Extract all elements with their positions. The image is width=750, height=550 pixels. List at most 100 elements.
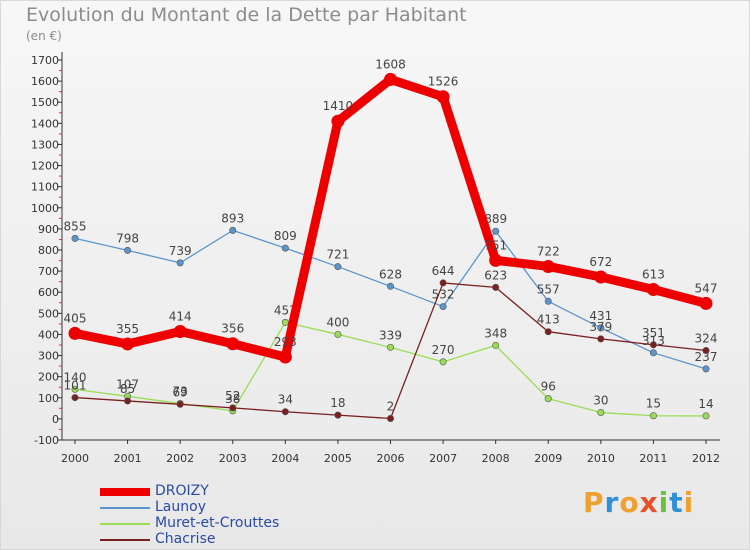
- data-point: [492, 341, 500, 349]
- data-label: 237: [695, 350, 718, 364]
- legend-label: Launoy: [155, 499, 206, 515]
- data-point: [229, 404, 237, 412]
- data-label: 672: [589, 255, 612, 269]
- data-point: [334, 411, 342, 419]
- data-label: 38: [225, 392, 240, 406]
- data-point: [541, 259, 555, 273]
- data-label: 348: [484, 326, 507, 340]
- data-label: 413: [537, 313, 560, 327]
- legend-swatch: [100, 523, 150, 525]
- logo-letter: t: [669, 486, 684, 519]
- data-point: [439, 279, 447, 287]
- legend-swatch: [100, 488, 150, 496]
- data-point: [68, 326, 82, 340]
- data-label: 293: [274, 335, 297, 349]
- legend-swatch: [100, 539, 150, 541]
- data-point: [71, 394, 79, 402]
- data-point: [439, 358, 447, 366]
- y-tick-label: 1700: [31, 54, 59, 67]
- data-label: 798: [116, 231, 139, 245]
- data-point: [702, 346, 710, 354]
- data-point: [492, 283, 500, 291]
- data-label: 355: [116, 322, 139, 336]
- x-tick-label: 2007: [429, 452, 457, 465]
- data-point: [544, 395, 552, 403]
- chart-subtitle: (en €): [26, 29, 62, 43]
- logo-letter: P: [583, 486, 605, 519]
- data-point: [71, 385, 79, 393]
- data-point: [597, 335, 605, 343]
- y-tick-label: 0: [52, 413, 59, 426]
- y-tick-label: 500: [38, 307, 59, 320]
- data-label: 809: [274, 229, 297, 243]
- data-point: [71, 234, 79, 242]
- y-tick-label: 800: [38, 244, 59, 257]
- data-point: [439, 303, 447, 311]
- data-label: 623: [484, 268, 507, 282]
- data-point: [489, 253, 503, 267]
- data-label: 379: [589, 320, 612, 334]
- data-point: [281, 408, 289, 416]
- x-tick-label: 2012: [692, 452, 720, 465]
- data-point: [702, 412, 710, 420]
- data-point: [384, 72, 397, 86]
- y-tick-label: 400: [38, 328, 59, 341]
- data-point: [649, 341, 657, 349]
- y-tick-label: 1100: [31, 181, 59, 194]
- data-label: 405: [64, 311, 87, 325]
- x-tick-label: 2000: [61, 452, 89, 465]
- data-point: [281, 318, 289, 326]
- data-point: [597, 324, 605, 332]
- x-tick-label: 2006: [377, 452, 405, 465]
- y-tick-label: 1400: [31, 117, 59, 130]
- data-label: 15: [646, 397, 661, 411]
- y-tick-label: 900: [38, 223, 59, 236]
- y-tick-label: 600: [38, 286, 59, 299]
- data-label: 557: [537, 282, 560, 296]
- x-tick-label: 2010: [587, 452, 615, 465]
- logo-letter: r: [604, 486, 620, 519]
- data-point: [124, 246, 132, 254]
- y-tick-label: 100: [38, 392, 59, 405]
- data-label: 356: [221, 322, 244, 336]
- data-label: 34: [278, 393, 293, 407]
- data-point: [386, 343, 394, 351]
- logo-letter: i: [658, 486, 670, 519]
- data-label: 628: [379, 267, 402, 281]
- data-label: 400: [326, 315, 349, 329]
- data-label: 107: [116, 377, 139, 391]
- legend-label: DROIZY: [155, 483, 209, 499]
- data-label: 73: [173, 384, 188, 398]
- data-label: 1526: [428, 75, 459, 89]
- proxiti-logo: Proxiti: [583, 486, 694, 519]
- data-label: 52: [225, 389, 240, 403]
- data-label: 14: [698, 397, 713, 411]
- chart-title: Evolution du Montant de la Dette par Hab…: [26, 4, 467, 26]
- x-tick-label: 2004: [271, 452, 299, 465]
- data-label: 1410: [323, 99, 354, 113]
- y-tick-label: 1300: [31, 138, 59, 151]
- data-point: [436, 90, 450, 104]
- data-label: 339: [379, 328, 402, 342]
- data-point: [226, 337, 240, 351]
- legend-swatch: [100, 507, 150, 509]
- data-label: 69: [173, 385, 188, 399]
- y-tick-label: 200: [38, 371, 59, 384]
- data-label: 893: [221, 211, 244, 225]
- x-tick-label: 2003: [219, 452, 247, 465]
- y-tick-label: 700: [38, 265, 59, 278]
- data-label: 96: [541, 380, 556, 394]
- data-point: [173, 324, 187, 338]
- data-label: 414: [169, 309, 192, 323]
- data-point: [597, 409, 605, 417]
- data-point: [229, 226, 237, 234]
- data-label: 140: [64, 370, 87, 384]
- y-tick-label: 1500: [31, 96, 59, 109]
- data-label: 101: [64, 379, 87, 393]
- data-point: [281, 244, 289, 252]
- legend-label: Muret-et-Crouttes: [155, 515, 280, 531]
- data-label: 751: [484, 238, 507, 252]
- data-point: [492, 227, 500, 235]
- data-point: [334, 330, 342, 338]
